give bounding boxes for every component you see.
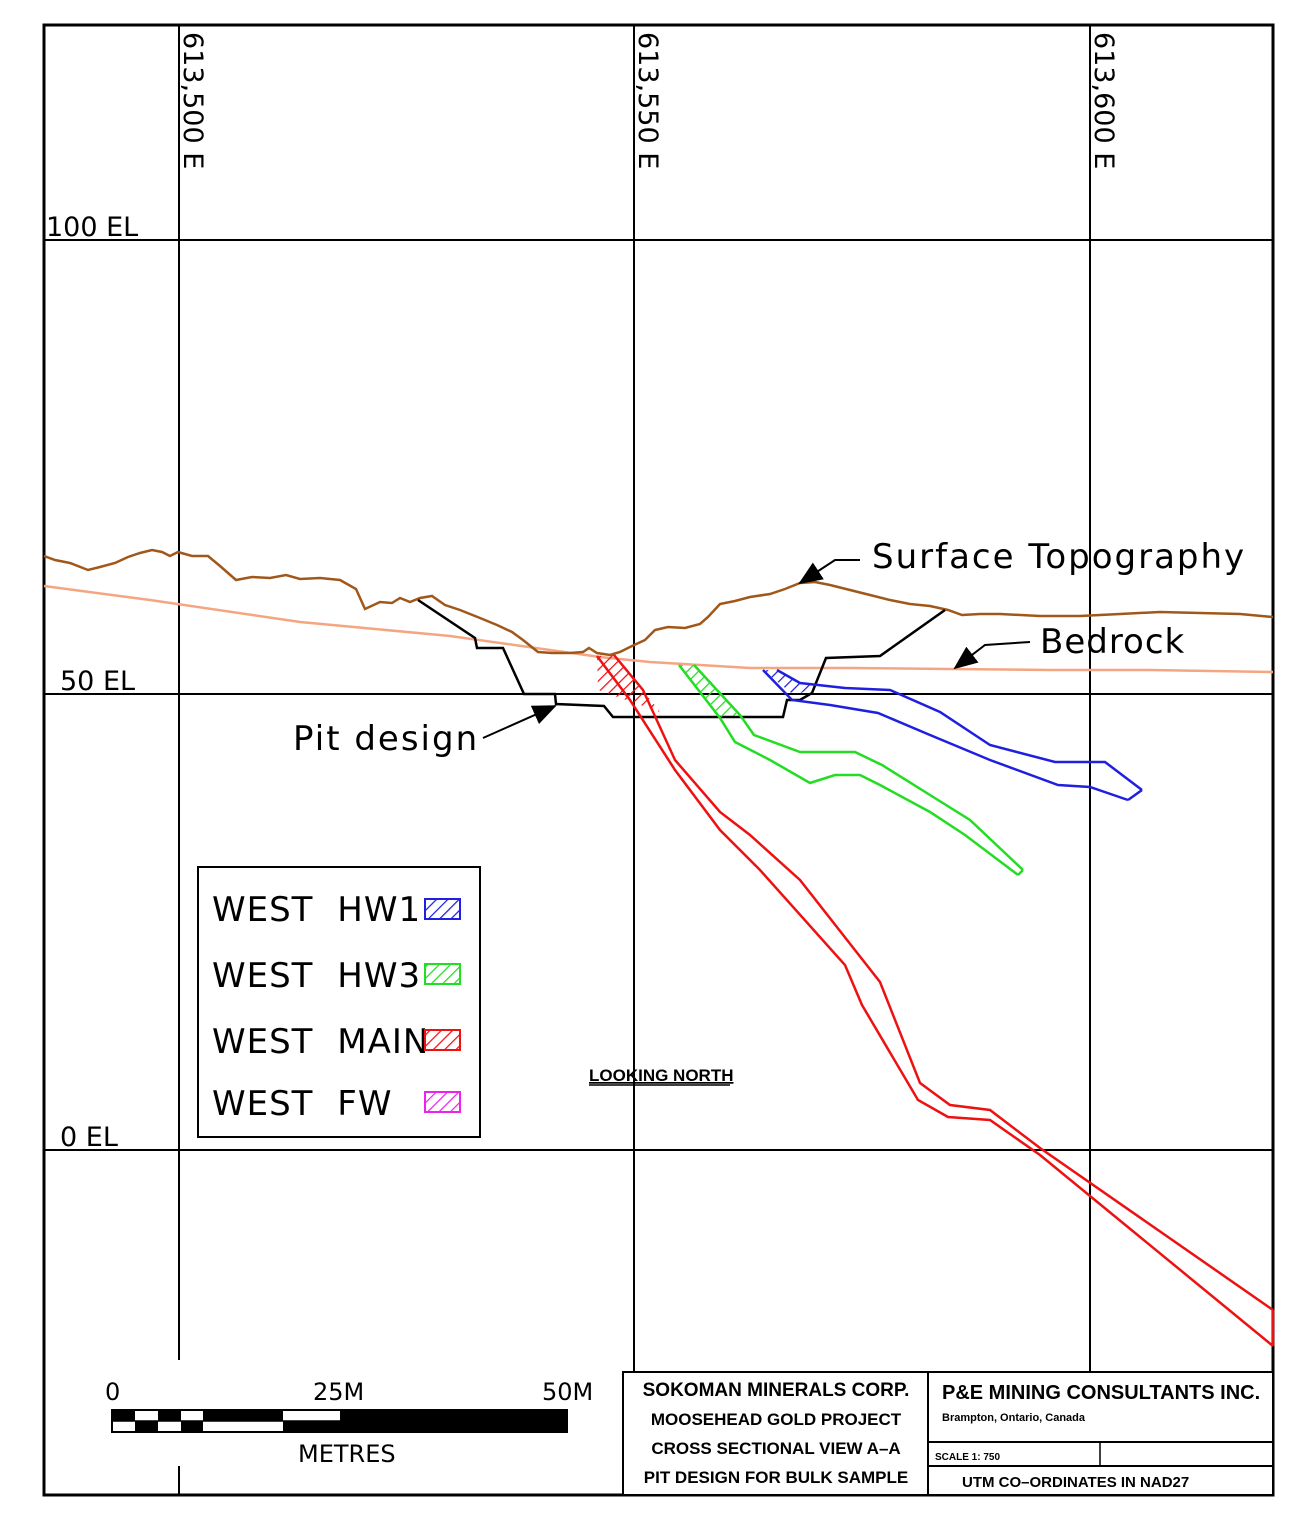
title-block-frame — [622, 1371, 1274, 1496]
zone-west-main-foot-wall — [596, 655, 1274, 1347]
scale-bar-tick-0: 0 — [105, 1378, 120, 1406]
zone-west-main — [596, 654, 1275, 1347]
grid — [44, 25, 1273, 1495]
pit-design-outline — [417, 598, 946, 719]
bedrock-label: Bedrock — [1040, 622, 1185, 662]
elevation-label-0: 0 EL — [60, 1122, 118, 1153]
title-company: SOKOMAN MINERALS CORP. — [643, 1380, 910, 1401]
drawing-frame — [42, 23, 1275, 1497]
elevation-label-50: 50 EL — [60, 666, 135, 697]
title-block: SOKOMAN MINERALS CORP. MOOSEHEAD GOLD PR… — [622, 1371, 1274, 1496]
pit-design-label: Pit design — [293, 719, 479, 759]
legend-swatch-hw1 — [424, 898, 461, 920]
legend: WEST HW1 WEST HW3 WEST MAIN WEST FW — [197, 866, 481, 1138]
scale-bar-units: METRES — [298, 1440, 396, 1468]
title-location: Brampton, Ontario, Canada — [942, 1412, 1086, 1424]
zone-west-hw1-lower — [762, 669, 1129, 802]
looking-north-label: LOOKING NORTH — [589, 1066, 734, 1085]
bedrock-line — [43, 584, 1274, 674]
zone-west-hw1-upper — [776, 668, 1143, 791]
legend-label-hw3: WEST HW3 — [212, 956, 421, 996]
zone-west-hw1-end — [1127, 788, 1143, 802]
surface-topography-label: Surface Topography — [872, 537, 1246, 577]
bedrock-leader — [953, 641, 1031, 670]
title-project: MOOSEHEAD GOLD PROJECT — [651, 1410, 902, 1429]
surface-topography-leader — [798, 559, 860, 585]
zone-west-hw3 — [678, 664, 1024, 876]
zone-west-hw3-end — [1017, 869, 1024, 876]
zone-west-hw3-upper — [693, 664, 1024, 871]
zone-west-hw1-hatch — [763, 670, 815, 696]
easting-label-613550: 613,550 E — [632, 32, 663, 169]
scale-bar: 0 25M 50M METRES — [105, 1378, 593, 1468]
scale-bar-tick-50: 50M — [542, 1378, 593, 1406]
title-subject: PIT DESIGN FOR BULK SAMPLE — [644, 1468, 908, 1487]
legend-swatch-main — [424, 1029, 461, 1051]
surface-topography-line — [43, 548, 1274, 657]
legend-swatch-fw — [424, 1091, 461, 1113]
zone-west-main-hanging-wall — [613, 654, 1274, 1312]
legend-swatch-hw3 — [424, 963, 461, 985]
zone-west-main-hatch — [597, 655, 660, 712]
zone-west-hw3-lower — [678, 664, 1019, 876]
legend-label-main: WEST MAIN — [212, 1022, 429, 1062]
title-view: CROSS SECTIONAL VIEW A–A — [651, 1439, 900, 1458]
legend-label-fw: WEST FW — [212, 1084, 392, 1124]
elevation-label-100: 100 EL — [46, 212, 138, 243]
title-consultant: P&E MINING CONSULTANTS INC. — [942, 1382, 1260, 1404]
zone-west-hw1 — [762, 668, 1143, 802]
title-coords: UTM CO–ORDINATES IN NAD27 — [962, 1474, 1189, 1491]
scale-bar-tick-25: 25M — [313, 1378, 364, 1406]
legend-label-hw1: WEST HW1 — [212, 890, 421, 930]
easting-label-613500: 613,500 E — [177, 32, 208, 169]
easting-label-613600: 613,600 E — [1088, 32, 1119, 169]
zone-west-hw3-hatch — [679, 665, 738, 718]
pit-design-leader — [482, 705, 557, 739]
title-scale: SCALE 1: 750 — [935, 1452, 1000, 1463]
